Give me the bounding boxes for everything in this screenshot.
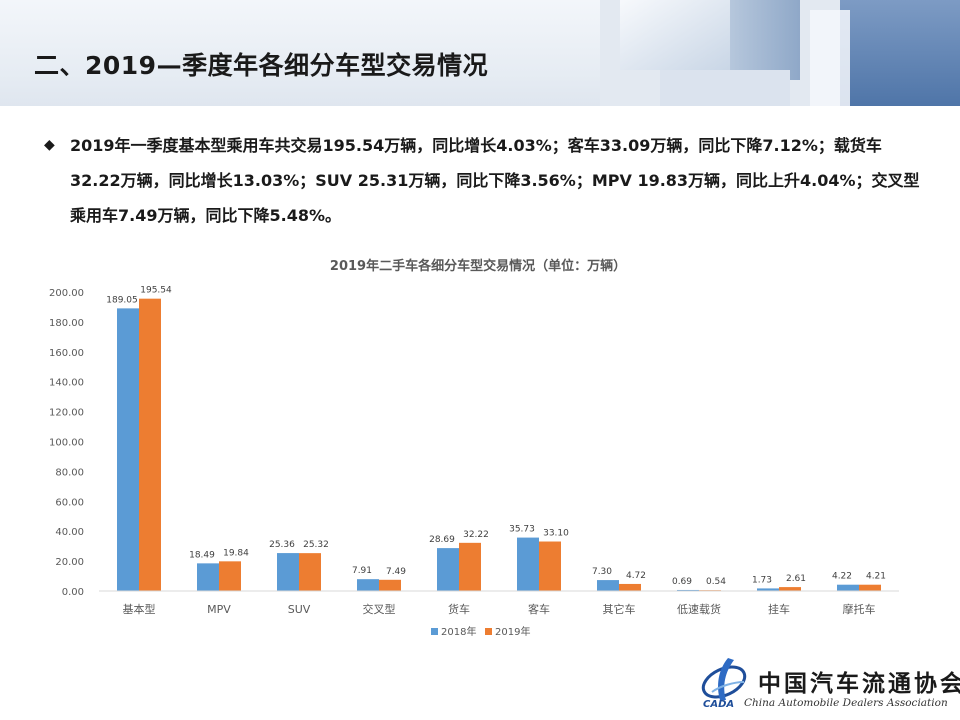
x-tick-label: 货车 <box>448 602 470 616</box>
y-tick-label: 20.00 <box>55 557 84 568</box>
x-tick-label: 摩托车 <box>843 602 876 616</box>
y-tick-label: 100.00 <box>49 438 84 449</box>
bar-value-label: 4.21 <box>866 572 886 582</box>
bar-value-label: 32.22 <box>463 530 489 540</box>
logo-text: CADA <box>703 699 735 710</box>
y-tick-label: 120.00 <box>49 408 84 419</box>
bar <box>379 579 401 591</box>
bar-value-label: 189.05 <box>106 295 138 305</box>
bar-value-label: 4.22 <box>832 572 852 582</box>
y-tick-label: 180.00 <box>49 318 84 329</box>
x-tick-label: 交叉型 <box>363 602 396 616</box>
bar <box>197 563 219 591</box>
org-english-name: China Automobile Dealers Association <box>744 697 948 709</box>
bar <box>779 587 801 591</box>
bar-value-label: 7.30 <box>592 567 612 577</box>
y-tick-label: 200.00 <box>49 288 84 299</box>
x-tick-label: 挂车 <box>768 602 790 616</box>
bar-value-label: 28.69 <box>429 535 455 545</box>
chart-title: 2019年二手车各细分车型交易情况（单位：万辆） <box>330 258 626 274</box>
bar <box>677 589 699 591</box>
bar <box>357 579 379 591</box>
x-tick-label: MPV <box>207 603 231 616</box>
bar-value-label: 25.32 <box>303 540 329 550</box>
bar <box>539 541 561 591</box>
y-axis-labels: 0.00 20.00 40.00 60.00 80.00 100.00 120.00 140.… <box>49 288 84 598</box>
bar-value-label: 33.10 <box>543 529 569 539</box>
y-tick-label: 0.00 <box>62 587 84 598</box>
x-tick-label: 客车 <box>528 602 550 616</box>
x-tick-label: SUV <box>288 603 311 616</box>
summary-paragraph: ◆ 2019年一季度基本型乘用车共交易195.54万辆，同比增长4.03%；客车… <box>44 128 924 233</box>
bar-chart: 2019年二手车各细分车型交易情况（单位：万辆） 0.00 20.00 40.00 6… <box>49 258 899 638</box>
summary-text: 2019年一季度基本型乘用车共交易195.54万辆，同比增长4.03%；客车33… <box>70 136 920 225</box>
bar <box>837 584 859 591</box>
bar <box>859 584 881 591</box>
y-tick-label: 140.00 <box>49 378 84 389</box>
y-tick-label: 160.00 <box>49 348 84 359</box>
legend-label: 2019年 <box>495 625 530 638</box>
bar-value-label: 1.73 <box>752 575 772 585</box>
org-name: 中国汽车流通协会 <box>758 670 960 697</box>
chart-legend: 2018年 2019年 <box>431 625 530 638</box>
x-tick-label: 低速载货 <box>677 602 721 616</box>
bar <box>597 580 619 591</box>
bar-value-label: 7.49 <box>386 567 406 577</box>
bar <box>619 583 641 591</box>
y-tick-label: 40.00 <box>55 527 84 538</box>
bar <box>117 308 139 591</box>
bar-value-label: 19.84 <box>223 548 249 558</box>
bar-value-label: 0.54 <box>706 577 726 587</box>
bar <box>437 548 459 591</box>
bar <box>757 588 779 591</box>
bar-value-label: 35.73 <box>509 525 535 535</box>
bar <box>299 553 321 591</box>
bar <box>139 298 161 591</box>
legend-swatch <box>431 628 438 635</box>
x-tick-label: 基本型 <box>123 602 156 616</box>
page-title: 二、2019—季度年各细分车型交易情况 <box>34 51 489 80</box>
bar-value-label: 2.61 <box>786 574 806 584</box>
bar-value-label: 195.54 <box>140 286 172 296</box>
bar <box>219 561 241 591</box>
legend-swatch <box>485 628 492 635</box>
x-axis-labels: 基本型 MPV SUV 交叉型 货车 客车 其它车 低速载货 挂车 摩托车 <box>123 602 876 616</box>
bars <box>117 298 881 591</box>
bar <box>277 553 299 591</box>
x-tick-label: 其它车 <box>603 602 636 616</box>
bar-value-label: 18.49 <box>189 550 215 560</box>
bullet-diamond-icon: ◆ <box>44 137 55 153</box>
bar-value-label: 7.91 <box>352 566 372 576</box>
header-cube-decoration <box>600 0 960 106</box>
bar-value-label: 4.72 <box>626 571 646 581</box>
bar-value-label: 25.36 <box>269 540 295 550</box>
legend-label: 2018年 <box>441 625 476 638</box>
bar <box>459 542 481 591</box>
bar-value-label: 0.69 <box>672 577 692 587</box>
y-tick-label: 80.00 <box>55 467 84 478</box>
bar <box>517 537 539 591</box>
y-tick-label: 60.00 <box>55 497 84 508</box>
cada-logo-icon <box>701 658 747 700</box>
